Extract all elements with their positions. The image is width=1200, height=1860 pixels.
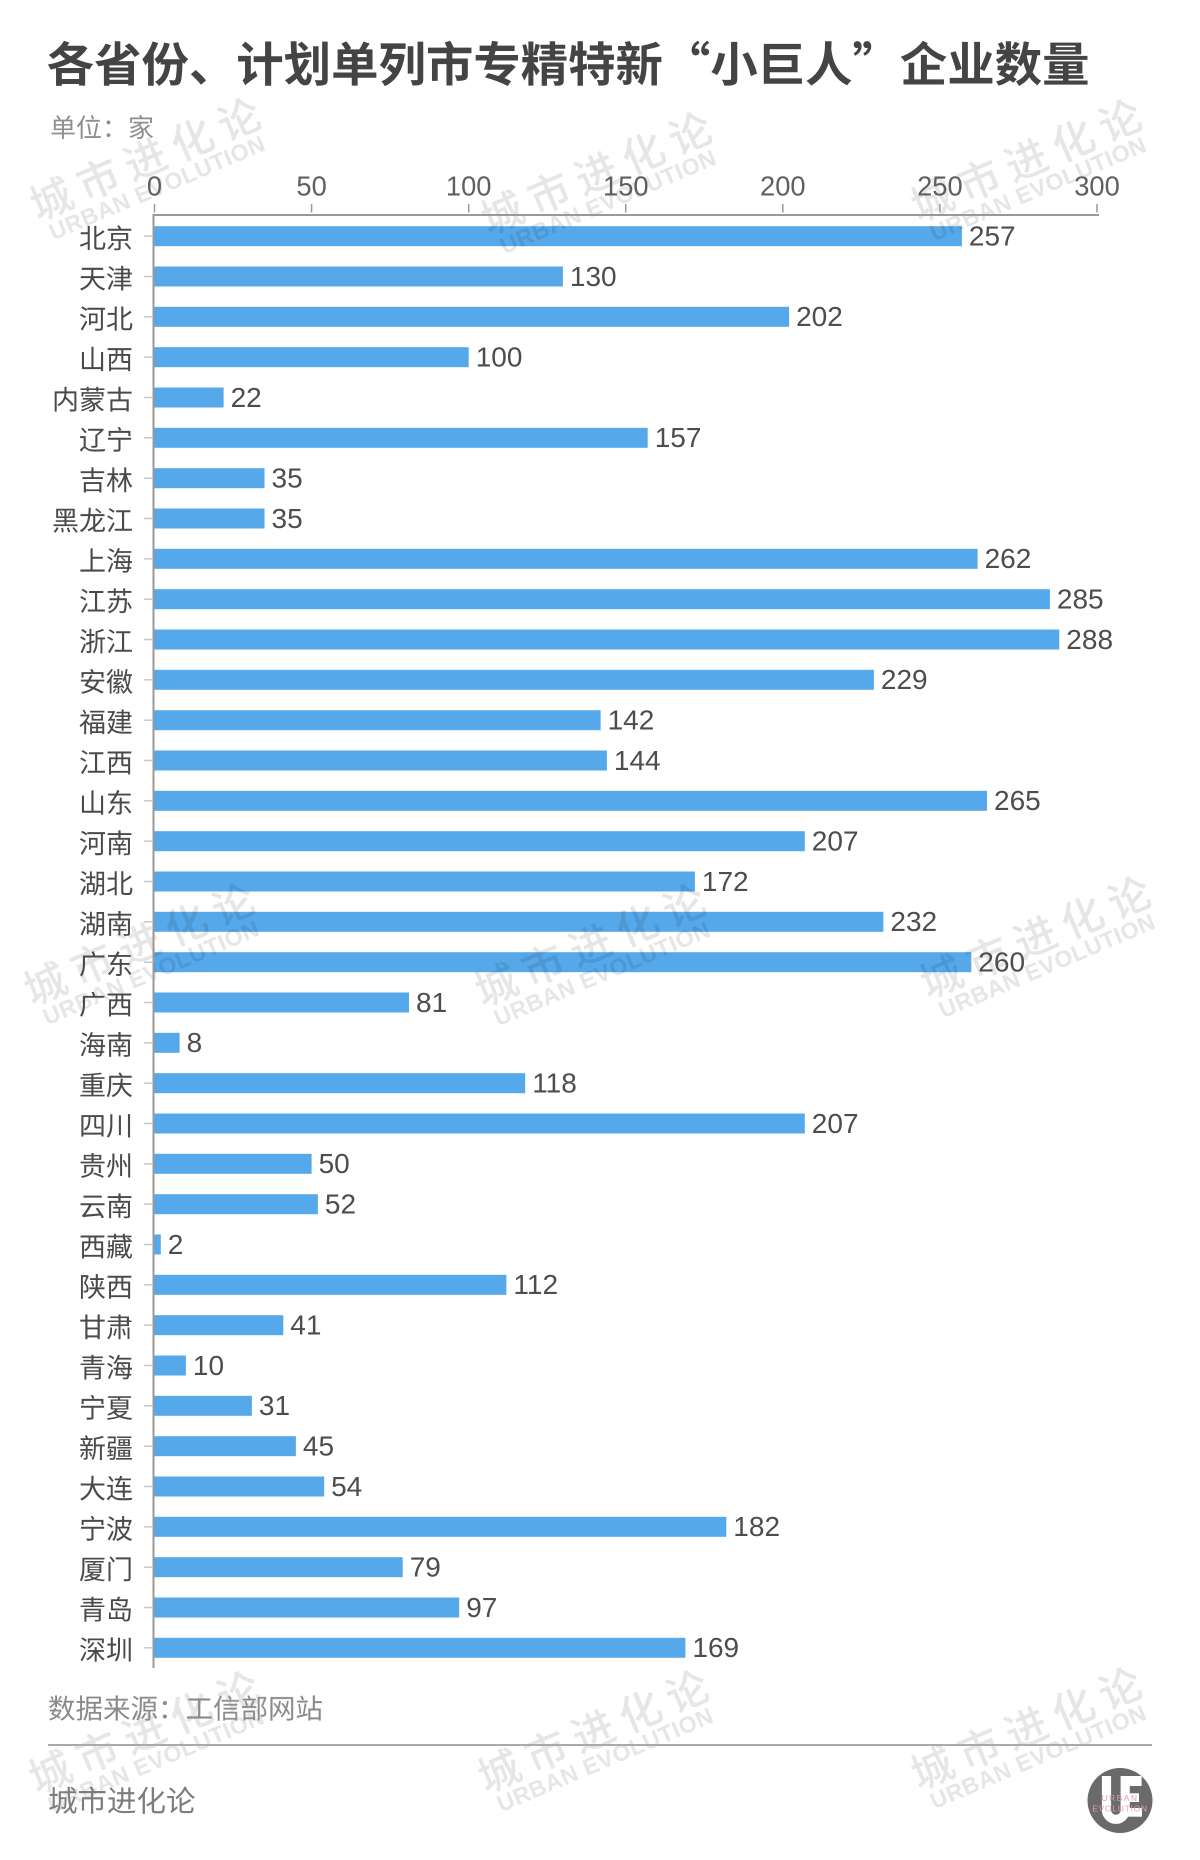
svg-text:41: 41: [290, 1310, 321, 1341]
svg-text:50: 50: [319, 1148, 350, 1179]
svg-text:112: 112: [513, 1269, 558, 1300]
svg-text:200: 200: [760, 171, 806, 202]
svg-text:257: 257: [969, 221, 1016, 252]
svg-text:207: 207: [812, 826, 859, 857]
svg-text:50: 50: [296, 171, 326, 202]
svg-text:45: 45: [303, 1431, 334, 1462]
svg-text:79: 79: [410, 1552, 441, 1583]
svg-text:207: 207: [812, 1108, 859, 1139]
svg-text:260: 260: [978, 947, 1025, 978]
svg-text:118: 118: [532, 1068, 577, 1099]
svg-text:2: 2: [168, 1229, 184, 1260]
svg-text:202: 202: [796, 301, 843, 332]
svg-text:142: 142: [608, 705, 655, 736]
svg-text:31: 31: [259, 1390, 290, 1421]
svg-text:144: 144: [614, 745, 661, 776]
svg-text:285: 285: [1057, 584, 1104, 615]
svg-text:300: 300: [1074, 171, 1120, 202]
svg-text:100: 100: [446, 171, 492, 202]
svg-text:81: 81: [416, 987, 447, 1018]
svg-text:172: 172: [702, 866, 749, 897]
svg-text:150: 150: [603, 171, 649, 202]
svg-text:35: 35: [272, 463, 303, 494]
svg-text:10: 10: [193, 1350, 224, 1381]
svg-text:URBAN: URBAN: [1102, 1793, 1139, 1803]
svg-text:97: 97: [466, 1592, 497, 1623]
svg-text:288: 288: [1066, 624, 1113, 655]
svg-text:54: 54: [331, 1471, 362, 1502]
svg-text:250: 250: [917, 171, 963, 202]
svg-text:52: 52: [325, 1189, 356, 1220]
svg-text:232: 232: [890, 906, 937, 937]
svg-text:8: 8: [187, 1027, 203, 1058]
svg-text:22: 22: [231, 382, 262, 413]
svg-text:265: 265: [994, 785, 1041, 816]
svg-text:130: 130: [570, 261, 617, 292]
svg-text:100: 100: [476, 342, 523, 373]
svg-text:157: 157: [655, 422, 702, 453]
svg-text:229: 229: [881, 664, 928, 695]
svg-text:182: 182: [733, 1511, 780, 1542]
svg-text:169: 169: [692, 1632, 739, 1663]
svg-text:EVOLUTION: EVOLUTION: [1092, 1804, 1147, 1814]
svg-text:35: 35: [272, 503, 303, 534]
svg-text:0: 0: [147, 171, 162, 202]
svg-text:262: 262: [985, 543, 1032, 574]
